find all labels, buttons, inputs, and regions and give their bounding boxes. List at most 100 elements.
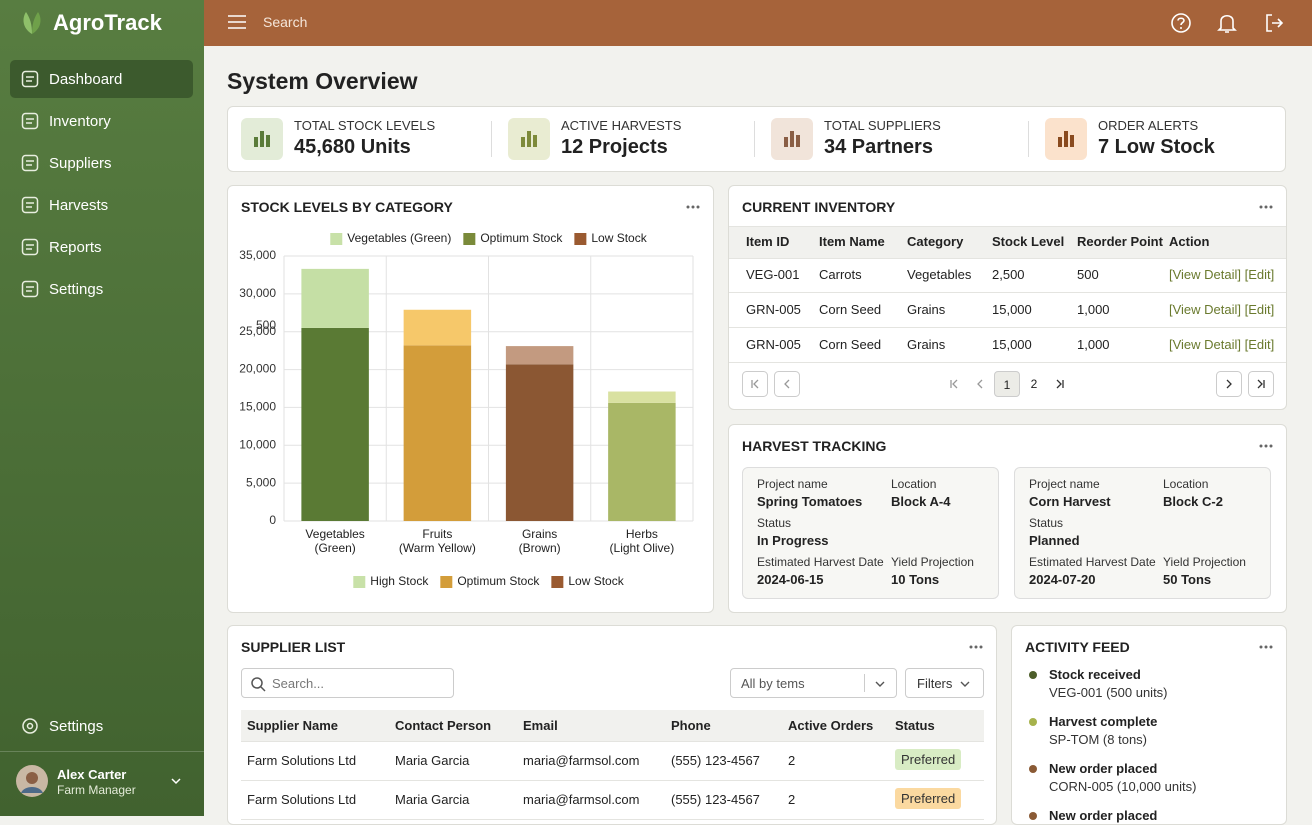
- card-title: ACTIVITY FEED: [1025, 639, 1130, 655]
- pagination-button[interactable]: [1047, 371, 1073, 397]
- page-title: System Overview: [227, 68, 418, 94]
- edit-link[interactable]: [Edit]: [1244, 267, 1275, 282]
- nav-item[interactable]: Harvests: [10, 186, 193, 224]
- filters-button[interactable]: Filters: [905, 668, 984, 698]
- activity-title: Stock received: [1049, 667, 1141, 682]
- y-tick-label: 10,000: [239, 437, 276, 451]
- nav-icon: [21, 70, 39, 88]
- activity-title: Harvest complete: [1049, 714, 1158, 729]
- cell: GRN-005: [746, 302, 801, 317]
- kpi-divider: [754, 121, 755, 157]
- field-label: Estimated Harvest Date: [1029, 555, 1156, 569]
- view-detail-link[interactable]: [View Detail]: [1169, 267, 1242, 282]
- nav-label: Settings: [49, 718, 104, 735]
- legend-label: Optimum Stock: [480, 231, 563, 245]
- column-header: Item Name: [819, 234, 885, 249]
- user-menu-toggle[interactable]: [170, 775, 182, 787]
- supplier-search[interactable]: Search...: [241, 668, 454, 698]
- nav-icon: [21, 154, 39, 172]
- notifications-button[interactable]: [1217, 12, 1237, 34]
- search-icon: [251, 677, 266, 692]
- action-group: [View Detail] [Edit]: [1169, 337, 1274, 352]
- logout-button[interactable]: [1263, 12, 1285, 34]
- view-detail-link[interactable]: [View Detail]: [1169, 337, 1242, 352]
- column-header: Email: [523, 718, 558, 733]
- column-header: Reorder Point: [1077, 234, 1163, 249]
- y-tick-label: 5,000: [246, 475, 276, 489]
- pagination-button[interactable]: [967, 371, 993, 397]
- cell: 500: [1077, 267, 1099, 282]
- edit-link[interactable]: [Edit]: [1244, 302, 1275, 317]
- nav-item[interactable]: Dashboard: [10, 60, 193, 98]
- nav-label: Harvests: [49, 197, 109, 214]
- pagination-button[interactable]: [941, 371, 967, 397]
- activity-detail: VEG-001 (500 units): [1049, 685, 1168, 700]
- nav-item[interactable]: Suppliers: [10, 144, 193, 182]
- cell: maria@farmsol.com: [523, 753, 640, 768]
- help-button[interactable]: [1170, 12, 1192, 34]
- legend-label: Vegetables (Green): [347, 231, 451, 245]
- cell: 2: [788, 792, 796, 807]
- cell: Maria Garcia: [395, 753, 470, 768]
- nav-item[interactable]: Reports: [10, 228, 193, 266]
- more-button[interactable]: [968, 644, 984, 650]
- field-value: Block A-4: [891, 494, 951, 509]
- kpi-card: TOTAL STOCK LEVELS 45,680 Units ACTIVE HAR…: [227, 106, 1286, 172]
- nav-icon: [21, 112, 39, 130]
- card-title: SUPPLIER LIST: [241, 639, 346, 655]
- row-divider: [241, 780, 984, 781]
- brand: AgroTrack: [53, 10, 162, 35]
- legend-swatch: [440, 576, 453, 588]
- more-button[interactable]: [1258, 443, 1274, 449]
- kpi-value: 7 Low Stock: [1098, 136, 1215, 158]
- edit-link[interactable]: [Edit]: [1244, 337, 1275, 352]
- field-value: 50 Tons: [1163, 572, 1212, 587]
- page-button[interactable]: 2: [1030, 377, 1038, 391]
- legend-label: Low Stock: [591, 231, 647, 245]
- kpi-value: 45,680 Units: [294, 136, 411, 158]
- cell: Corn Seed: [819, 337, 882, 352]
- bar-segment: [505, 346, 574, 365]
- project-card: Project name Corn Harvest Location Block C-…: [1014, 467, 1271, 599]
- column-header: Stock Level: [992, 234, 1065, 249]
- nav-label: Reports: [49, 239, 102, 256]
- cell: Corn Seed: [819, 302, 882, 317]
- x-tick-label: Grains (Brown): [518, 527, 561, 555]
- bar-segment: [608, 402, 676, 521]
- nav-label: Dashboard: [49, 71, 123, 88]
- cell: Grains: [907, 337, 946, 352]
- legend-swatch: [463, 233, 476, 245]
- y-tick-label: 25,000: [239, 324, 276, 338]
- annotation: 500: [256, 318, 276, 332]
- menu-button[interactable]: [228, 14, 246, 30]
- kpi-divider: [491, 121, 492, 157]
- cell: Farm Solutions Ltd: [247, 792, 357, 807]
- search-box[interactable]: Search: [263, 14, 308, 30]
- pagination-button[interactable]: [1248, 371, 1274, 397]
- column-header: Action: [1169, 234, 1210, 249]
- row-divider: [729, 362, 1286, 363]
- more-button[interactable]: [1258, 644, 1274, 650]
- kpi-divider: [1028, 121, 1029, 157]
- activity-title: New order placed: [1049, 761, 1158, 776]
- more-button[interactable]: [1258, 204, 1274, 210]
- y-tick-label: 35,000: [239, 248, 276, 262]
- field-value: Corn Harvest: [1029, 494, 1111, 509]
- pagination-button[interactable]: [742, 371, 768, 397]
- field-label: Project name: [757, 477, 828, 491]
- page-button[interactable]: 1: [994, 371, 1020, 397]
- chart: 0 5,000 10,000 15,000 20,000 25,000 30,000 35,0…: [239, 231, 694, 588]
- nav-item[interactable]: Settings: [10, 707, 193, 745]
- nav-item[interactable]: Inventory: [10, 102, 193, 140]
- pagination-button[interactable]: [1216, 371, 1242, 397]
- table-header: [241, 710, 984, 742]
- kpi-icon: [771, 118, 813, 160]
- pagination-button[interactable]: [774, 371, 800, 397]
- avatar[interactable]: [16, 765, 48, 797]
- nav-item[interactable]: Settings: [10, 270, 193, 308]
- category-select[interactable]: All by tems: [730, 668, 897, 698]
- view-detail-link[interactable]: [View Detail]: [1169, 302, 1242, 317]
- field-label: Estimated Harvest Date: [757, 555, 884, 569]
- more-button[interactable]: [685, 204, 701, 210]
